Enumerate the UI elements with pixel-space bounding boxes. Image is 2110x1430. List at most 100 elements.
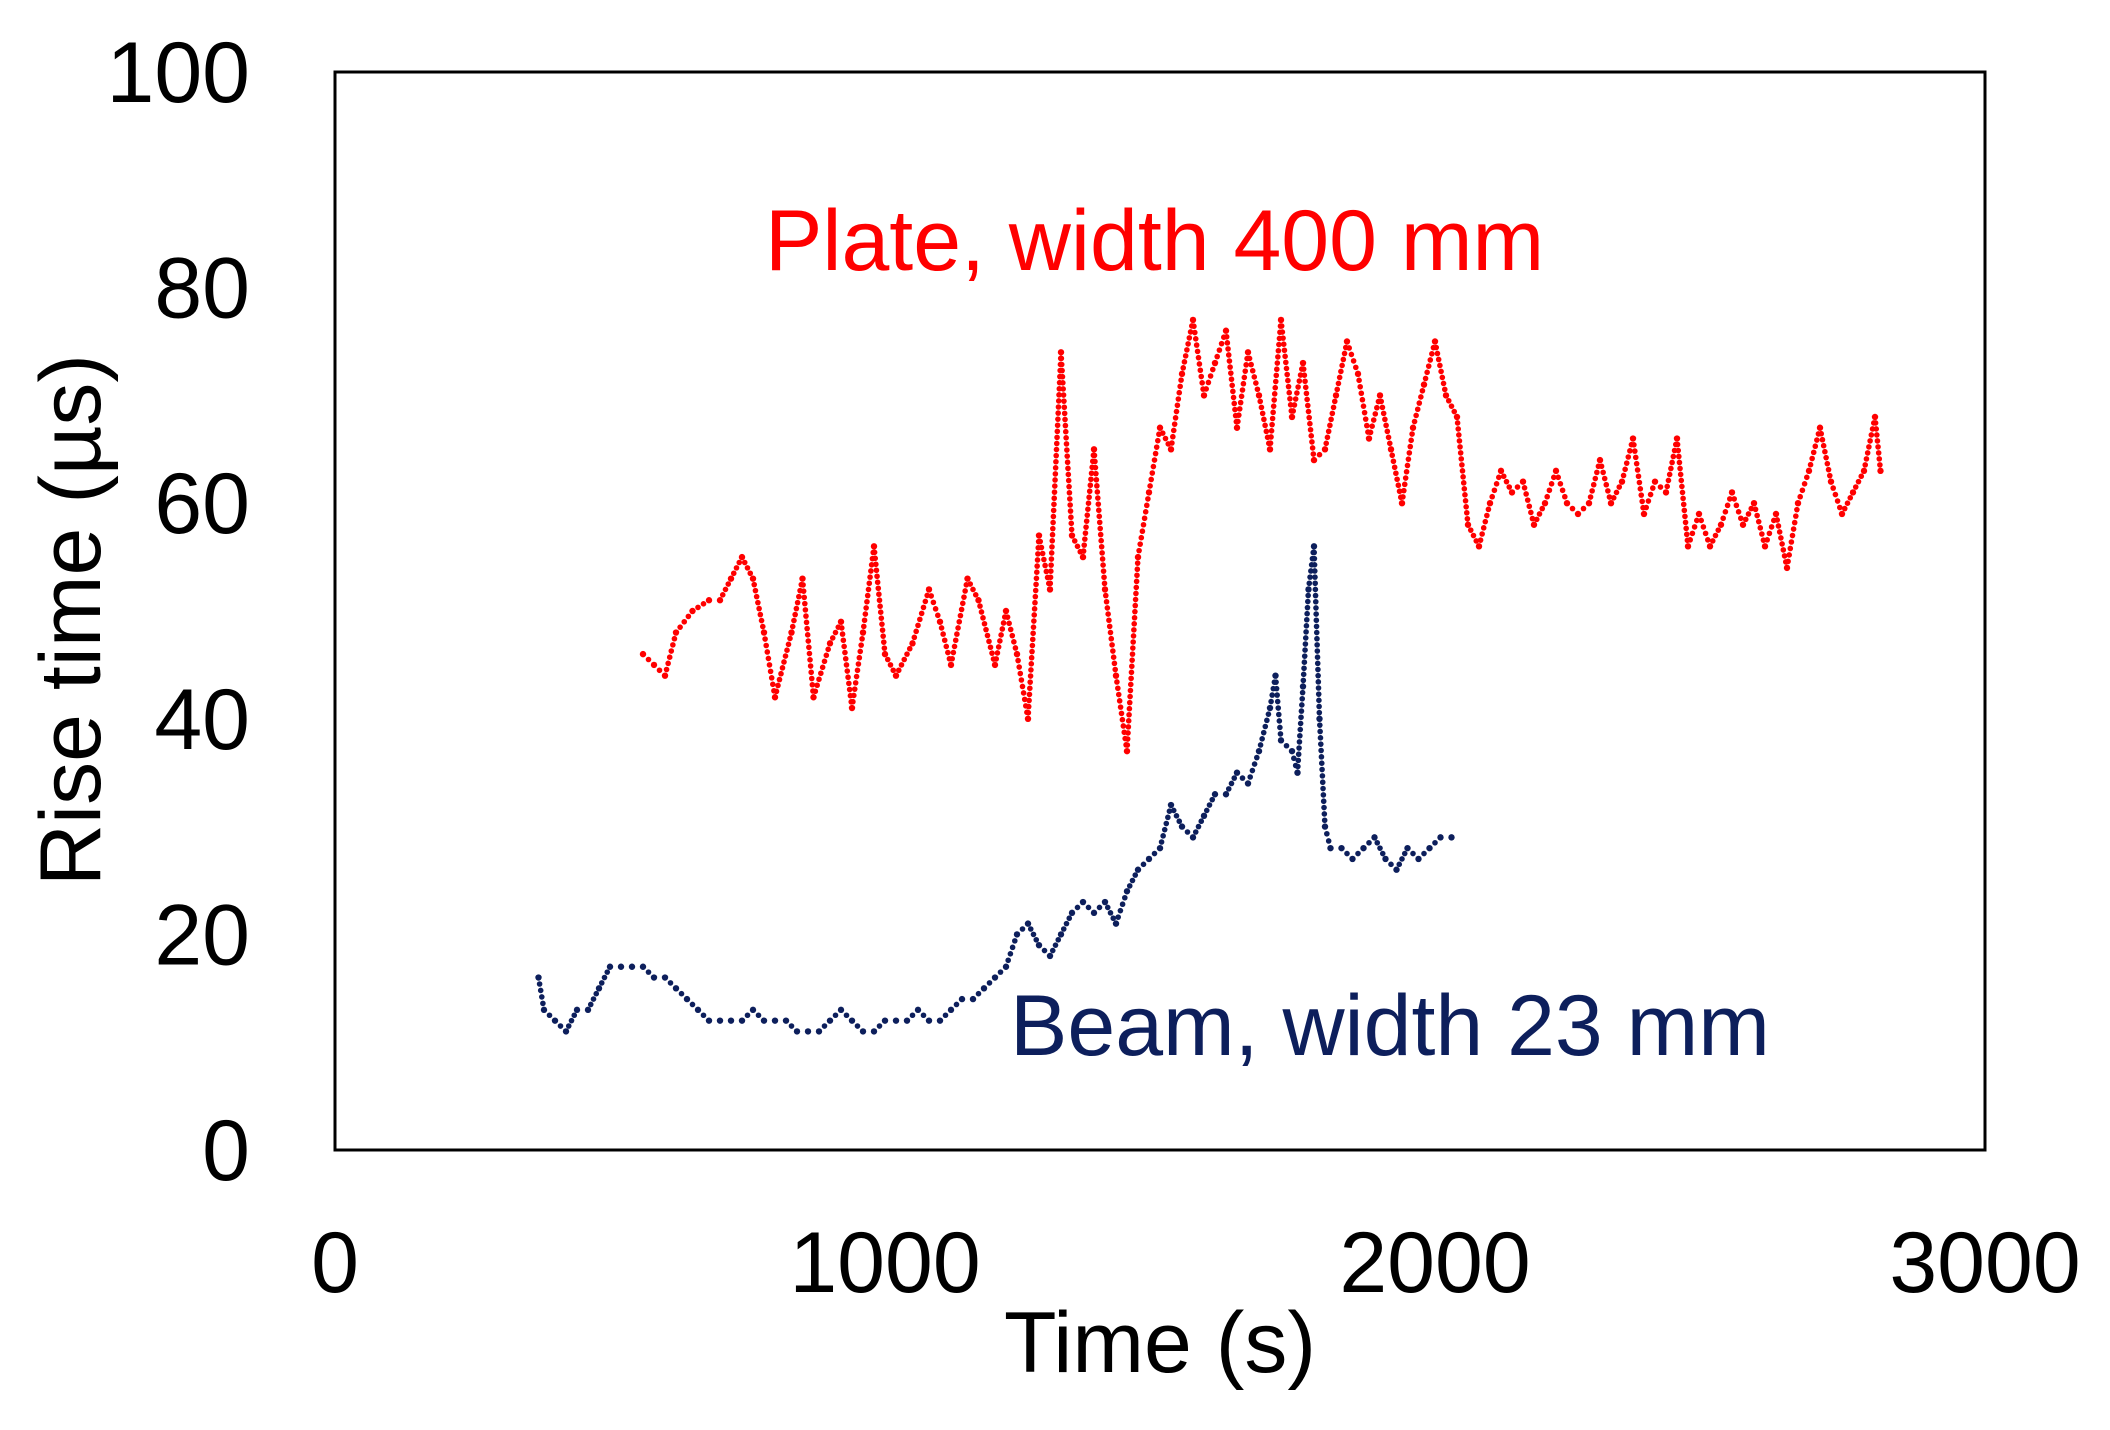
plate-series-trace-dot	[1134, 560, 1141, 566]
plate-series-trace-dot	[997, 638, 1003, 644]
plate-series-trace-dot	[1822, 448, 1828, 455]
plate-series-trace-dot	[823, 652, 830, 659]
plate-series-trace-dot	[938, 625, 945, 631]
plate-series-trace-dot	[1049, 531, 1056, 538]
plate-series-trace-dot	[1454, 420, 1461, 426]
plate-series-trace-dot	[1132, 602, 1139, 609]
plate-series-trace-dot	[801, 594, 808, 601]
plate-series-trace-dot	[1482, 518, 1489, 525]
plate-series-trace-dot	[1231, 400, 1238, 407]
plate-series-trace-dot	[1334, 386, 1341, 393]
beam-series-trace-dot	[1312, 592, 1319, 599]
plate-series-point	[1409, 424, 1417, 431]
beam-series-point	[936, 1017, 944, 1024]
plate-series-trace-dot	[1180, 365, 1187, 371]
beam-series-trace-dot	[1132, 872, 1139, 878]
plate-series-point	[810, 694, 817, 701]
plate-series-trace-dot	[757, 611, 764, 618]
plate-series-trace-dot	[1063, 435, 1069, 441]
beam-series-trace-dot	[601, 974, 608, 981]
beam-series-point	[969, 995, 977, 1003]
plate-series-trace-dot	[1115, 691, 1122, 698]
plate-series-trace-dot	[1823, 454, 1829, 461]
plate-series-trace-dot	[860, 623, 867, 630]
plate-series-point	[826, 640, 834, 647]
beam-series-trace-dot	[1305, 598, 1311, 605]
plate-series-trace-dot	[1271, 397, 1277, 403]
y-axis-title: Rise time (µs)	[23, 354, 119, 886]
plate-series-point	[771, 694, 779, 701]
plate-series-trace-dot	[1441, 386, 1448, 393]
beam-series-point	[1178, 823, 1186, 830]
plate-series-trace-dot	[1677, 471, 1684, 478]
beam-series-point	[1013, 931, 1021, 938]
plate-series-trace-dot	[922, 598, 929, 605]
plate-series-trace-dot	[751, 581, 758, 588]
plate-series-trace-dot	[1037, 538, 1044, 545]
plate-series-trace-dot	[1205, 379, 1212, 386]
plate-series-point	[1343, 338, 1351, 345]
beam-series-trace-dot	[1317, 735, 1324, 741]
plate-series-trace-dot	[1067, 502, 1073, 508]
beam-series-trace-dot	[1315, 691, 1322, 697]
plate-series-trace-dot	[983, 626, 989, 633]
plate-series-trace-dot	[941, 637, 948, 644]
plate-series-point	[689, 607, 696, 615]
plate-series-trace-dot	[1174, 402, 1181, 409]
beam-series-point	[1167, 801, 1175, 809]
plate-series-trace-dot	[656, 667, 663, 674]
plate-series-trace-dot	[850, 698, 856, 705]
plate-series-trace-dot	[915, 622, 921, 629]
plate-series-point	[705, 597, 713, 604]
plate-series-trace-dot	[1062, 428, 1069, 435]
plate-series-trace-dot	[906, 645, 913, 652]
plate-series-trace-dot	[1459, 462, 1465, 468]
plate-series-trace-dot	[1175, 396, 1182, 402]
plate-series-trace-dot	[1403, 468, 1410, 475]
plate-series-trace-dot	[763, 642, 769, 649]
beam-series-trace-dot	[1321, 804, 1327, 811]
beam-series-trace-dot	[1192, 829, 1199, 835]
beam-series-trace-dot	[557, 1023, 564, 1029]
plate-series-trace-dot	[1480, 525, 1487, 531]
plate-series-trace-dot	[1797, 493, 1803, 500]
plate-series-trace-dot	[1793, 513, 1799, 519]
plate-series-trace-dot	[1294, 390, 1300, 396]
beam-series-trace-dot	[1317, 728, 1323, 735]
beam-series-trace-dot	[1313, 611, 1319, 617]
beam-series-trace-dot	[1206, 802, 1213, 808]
plate-series-trace-dot	[677, 624, 683, 630]
plate-series-trace-dot	[818, 670, 824, 677]
plate-series-trace-dot	[1141, 515, 1148, 522]
plate-series-trace-dot	[1781, 553, 1788, 559]
plate-series-trace-dot	[1635, 473, 1642, 480]
plate-series-trace-dot	[1323, 440, 1330, 447]
plate-series-trace-dot	[789, 623, 796, 630]
plate-series-trace-dot	[978, 609, 985, 615]
beam-series-trace-dot	[1275, 705, 1282, 711]
plate-series-point	[936, 618, 944, 625]
plate-series-point	[1651, 478, 1659, 485]
beam-series-trace-dot	[537, 987, 544, 994]
plate-series-trace-dot	[954, 631, 960, 637]
beam-series-trace-dot	[1401, 850, 1408, 857]
plate-series-trace-dot	[1404, 462, 1411, 469]
beam-series-trace-dot	[568, 1017, 575, 1024]
beam-series-point	[1222, 791, 1230, 798]
plate-series-trace-dot	[1562, 493, 1568, 500]
plate-series-trace-dot	[864, 598, 870, 605]
plate-series-trace-dot	[719, 592, 726, 598]
plate-series-trace-dot	[829, 635, 836, 641]
plate-series-point	[1035, 532, 1043, 539]
beam-series-trace-dot	[604, 969, 611, 975]
plate-series-trace-dot	[1788, 539, 1795, 545]
beam-series-trace-dot	[1151, 850, 1158, 857]
plate-series-trace-dot	[1032, 599, 1038, 606]
plate-series-trace-dot	[1521, 485, 1528, 491]
plate-series-trace-dot	[1357, 383, 1363, 390]
plate-series-trace-dot	[1665, 477, 1672, 484]
plate-series-trace-dot	[1825, 466, 1832, 473]
plate-series-trace-dot	[1338, 368, 1344, 375]
plate-series-trace-dot	[1187, 329, 1194, 335]
beam-series-trace-dot	[1274, 692, 1280, 698]
